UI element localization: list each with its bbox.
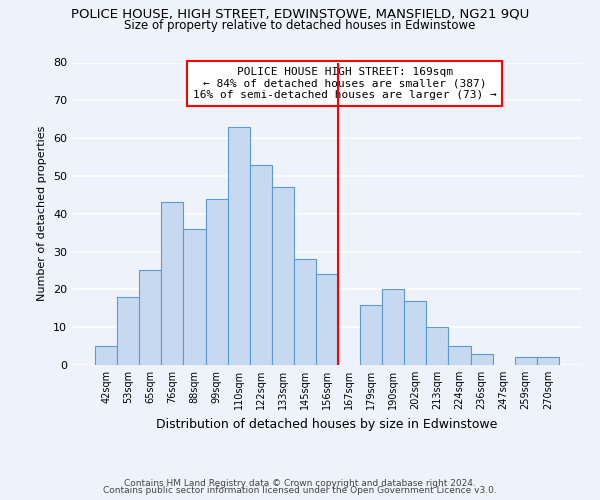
Bar: [537, 358, 559, 365]
Bar: [316, 274, 338, 365]
Text: Size of property relative to detached houses in Edwinstowe: Size of property relative to detached ho…: [124, 18, 476, 32]
Text: Contains public sector information licensed under the Open Government Licence v3: Contains public sector information licen…: [103, 486, 497, 495]
Bar: [404, 300, 427, 365]
Bar: [139, 270, 161, 365]
X-axis label: Distribution of detached houses by size in Edwinstowe: Distribution of detached houses by size …: [157, 418, 497, 430]
Text: POLICE HOUSE HIGH STREET: 169sqm
← 84% of detached houses are smaller (387)
16% : POLICE HOUSE HIGH STREET: 169sqm ← 84% o…: [193, 67, 497, 100]
Bar: [227, 127, 250, 365]
Bar: [184, 229, 206, 365]
Bar: [470, 354, 493, 365]
Bar: [161, 202, 184, 365]
Bar: [427, 327, 448, 365]
Text: Contains HM Land Registry data © Crown copyright and database right 2024.: Contains HM Land Registry data © Crown c…: [124, 478, 476, 488]
Bar: [95, 346, 117, 365]
Bar: [206, 198, 227, 365]
Bar: [382, 290, 404, 365]
Bar: [515, 358, 537, 365]
Bar: [448, 346, 470, 365]
Bar: [360, 304, 382, 365]
Bar: [294, 259, 316, 365]
Bar: [272, 188, 294, 365]
Bar: [250, 164, 272, 365]
Text: POLICE HOUSE, HIGH STREET, EDWINSTOWE, MANSFIELD, NG21 9QU: POLICE HOUSE, HIGH STREET, EDWINSTOWE, M…: [71, 8, 529, 20]
Y-axis label: Number of detached properties: Number of detached properties: [37, 126, 47, 302]
Bar: [117, 297, 139, 365]
